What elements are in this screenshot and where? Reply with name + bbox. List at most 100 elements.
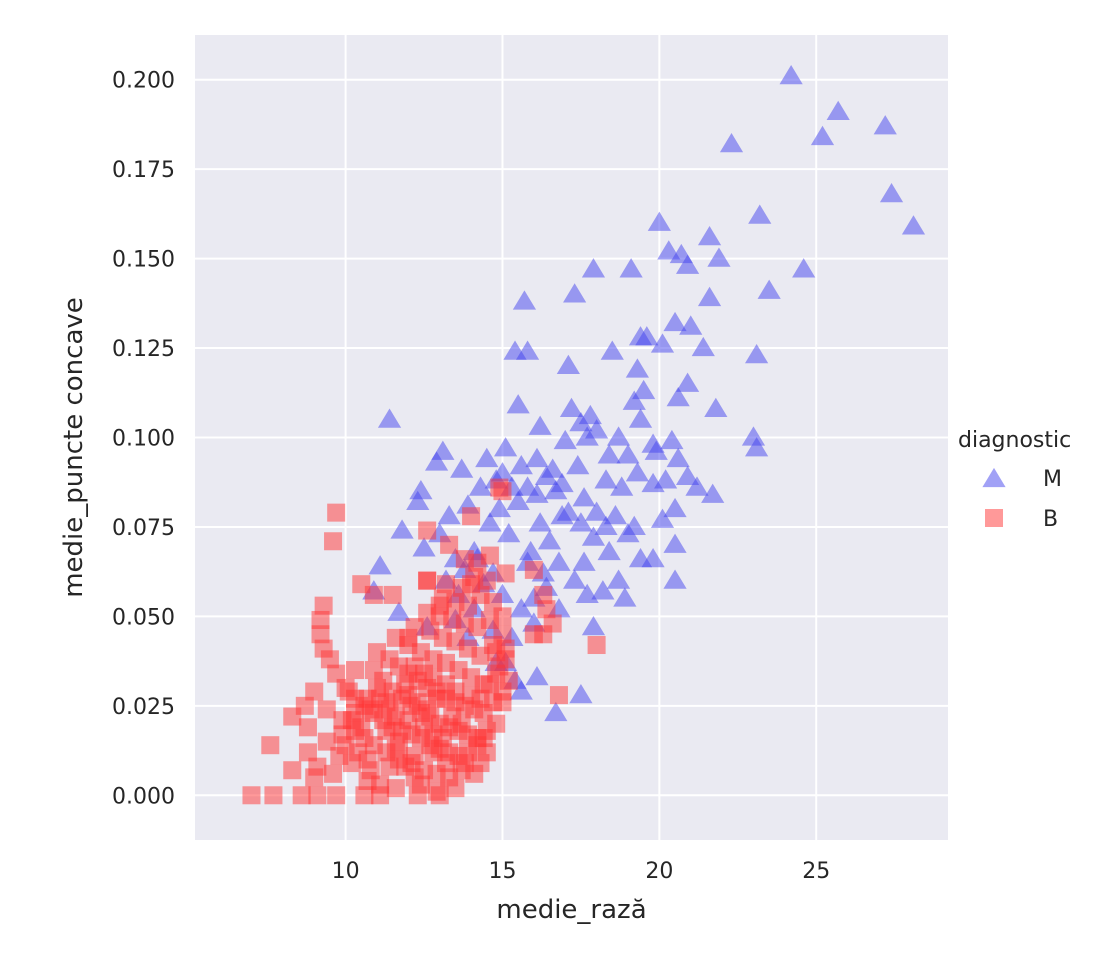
point-m bbox=[622, 390, 646, 410]
y-tick-label: 0.050 bbox=[112, 605, 175, 630]
point-b bbox=[430, 596, 449, 615]
point-m bbox=[663, 311, 687, 332]
point-b bbox=[424, 743, 443, 762]
point-m bbox=[650, 508, 675, 528]
point-b bbox=[537, 600, 556, 619]
point-b bbox=[386, 739, 405, 758]
point-m bbox=[632, 379, 656, 400]
point-m bbox=[619, 258, 643, 278]
point-b bbox=[311, 625, 330, 644]
point-b bbox=[380, 757, 399, 776]
point-m bbox=[572, 487, 596, 507]
y-tick-label: 0.150 bbox=[112, 248, 175, 273]
point-b bbox=[317, 732, 336, 751]
point-m bbox=[701, 483, 725, 503]
point-m bbox=[603, 505, 628, 525]
point-b bbox=[396, 675, 415, 694]
point-b bbox=[490, 657, 509, 676]
point-m bbox=[613, 587, 637, 607]
point-m bbox=[741, 426, 766, 446]
point-b bbox=[399, 628, 418, 647]
y-tick-label: 0.100 bbox=[112, 427, 175, 452]
point-m bbox=[591, 580, 615, 600]
point-b bbox=[324, 764, 343, 783]
point-b bbox=[452, 714, 471, 733]
point-b bbox=[480, 546, 499, 565]
point-b bbox=[418, 571, 437, 590]
point-m bbox=[406, 490, 430, 510]
point-b bbox=[405, 768, 424, 787]
point-m bbox=[704, 397, 728, 417]
point-b bbox=[317, 700, 336, 719]
point-m bbox=[512, 290, 537, 310]
point-m bbox=[569, 683, 593, 704]
point-m bbox=[537, 530, 562, 550]
point-b bbox=[355, 786, 374, 805]
point-m bbox=[641, 547, 665, 568]
y-tick-label: 0.025 bbox=[112, 695, 175, 720]
point-m bbox=[534, 465, 558, 485]
point-b bbox=[367, 678, 386, 697]
point-m bbox=[528, 415, 552, 435]
point-b bbox=[433, 729, 452, 748]
point-m bbox=[575, 426, 599, 446]
point-b bbox=[324, 532, 343, 551]
point-m bbox=[650, 333, 675, 353]
point-m bbox=[628, 326, 653, 346]
point-m bbox=[528, 512, 552, 532]
point-b bbox=[383, 585, 402, 604]
point-b bbox=[386, 779, 405, 798]
point-b bbox=[484, 593, 503, 612]
point-m bbox=[494, 437, 518, 457]
point-m bbox=[745, 437, 769, 457]
point-m bbox=[475, 447, 499, 468]
point-m bbox=[901, 215, 926, 235]
legend-label: M bbox=[1043, 467, 1062, 492]
point-b bbox=[320, 650, 339, 669]
legend-label: B bbox=[1043, 507, 1058, 532]
point-m bbox=[879, 183, 904, 203]
point-b bbox=[587, 636, 606, 655]
point-m bbox=[606, 569, 631, 589]
point-b bbox=[380, 700, 399, 719]
point-m bbox=[594, 469, 618, 489]
point-m bbox=[581, 526, 606, 546]
point-b bbox=[493, 625, 512, 644]
point-m bbox=[616, 444, 640, 464]
y-axis-label: medie_puncte concave bbox=[59, 297, 89, 598]
point-m bbox=[509, 454, 533, 475]
point-m bbox=[581, 615, 606, 636]
x-axis-label: medie_rază bbox=[496, 895, 646, 925]
point-m bbox=[569, 512, 593, 532]
point-b bbox=[496, 564, 515, 583]
point-b bbox=[493, 693, 512, 712]
point-m bbox=[748, 204, 772, 224]
series-b bbox=[242, 478, 606, 805]
point-b bbox=[352, 718, 371, 737]
point-b bbox=[399, 711, 418, 730]
point-m bbox=[468, 476, 493, 496]
point-m bbox=[424, 451, 449, 471]
point-m bbox=[437, 505, 461, 525]
point-m bbox=[719, 132, 744, 153]
point-m bbox=[657, 240, 681, 260]
point-m bbox=[450, 458, 474, 478]
point-b bbox=[462, 575, 481, 594]
point-m bbox=[625, 462, 649, 482]
point-m bbox=[585, 501, 609, 521]
point-b bbox=[333, 725, 352, 744]
point-m bbox=[390, 519, 414, 539]
point-b bbox=[437, 575, 455, 594]
x-tick-label: 25 bbox=[802, 859, 830, 884]
point-m bbox=[412, 537, 436, 557]
point-m bbox=[478, 512, 502, 532]
point-b bbox=[311, 610, 330, 629]
point-m bbox=[663, 569, 687, 589]
point-b bbox=[327, 664, 346, 683]
point-m bbox=[525, 666, 549, 686]
point-b bbox=[455, 754, 474, 773]
point-m bbox=[368, 555, 392, 575]
point-b bbox=[487, 643, 506, 662]
point-m bbox=[559, 397, 584, 417]
